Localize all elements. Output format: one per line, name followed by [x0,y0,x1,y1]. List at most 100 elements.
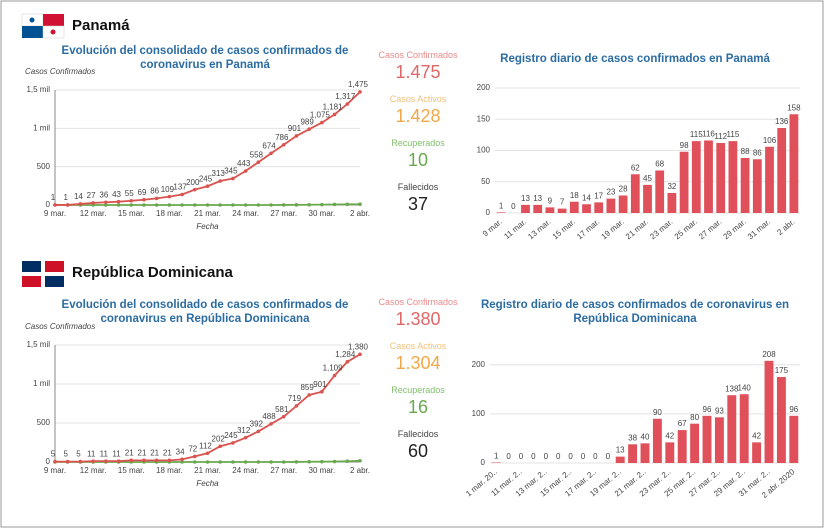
point [320,389,324,394]
data-label: 21 [163,448,172,457]
data-label: 11 [112,449,121,458]
data-label: 1,380 [348,342,369,351]
data-label: 0 [506,452,511,461]
point [167,203,172,207]
point [104,203,108,207]
data-label: 112 [199,441,212,450]
x-tick-label: 12 mar. [80,466,107,475]
stat-label: Recuperados [391,138,445,148]
y-tick-label: 0 [481,458,486,467]
y-tick-label: 1 mil [33,123,50,132]
data-label: 208 [762,350,776,359]
data-label: 345 [224,167,238,176]
data-label: 137 [173,183,187,192]
point [205,184,210,189]
data-label: 786 [275,133,289,142]
point [243,203,248,207]
bar [615,456,625,463]
data-label: 5 [63,450,68,459]
data-label: 674 [262,141,276,150]
data-label: 109 [161,185,175,194]
x-tick-label: 24 mar. [232,466,259,475]
data-label: 45 [643,174,652,183]
data-label: 9 [548,196,553,205]
stat-label: Fallecidos [397,429,439,439]
point [269,422,273,426]
point [256,429,261,434]
stat-value: 37 [407,194,429,214]
data-label: 245 [224,431,238,440]
data-label: 115 [727,130,740,139]
point [281,142,286,147]
x-tick-label: 25 mar. [673,217,699,241]
data-label: 21 [125,448,134,457]
point [142,458,146,463]
data-label: 140 [738,383,752,392]
data-label: 1,181 [323,103,344,112]
point [281,414,286,419]
data-label: 0 [511,202,516,211]
data-label: 88 [741,147,750,156]
data-label: 62 [631,163,640,172]
data-label: 36 [99,190,108,199]
x-axis-label: Fecha [196,479,219,488]
point [192,203,197,207]
point [269,203,273,207]
data-label: 1,075 [310,111,331,120]
x-tick-label: 2 abr. [350,209,370,218]
data-label: 138 [725,384,739,393]
data-label: 1,475 [348,80,369,89]
data-label: 72 [188,444,197,453]
bar [716,143,726,213]
point [281,203,286,207]
x-tick-label: 21 mar. [624,217,650,241]
point [65,203,70,207]
point [332,202,337,207]
y-tick-label: 200 [472,360,486,369]
point [256,203,261,207]
point [243,169,248,173]
y-tick-label: 500 [37,162,51,171]
data-label: 11 [87,449,96,458]
point [104,200,108,205]
point [205,451,210,456]
x-tick-label: 15 mar. [551,217,577,241]
data-label: 106 [763,136,777,145]
point [53,203,57,207]
x-tick-label: 30 mar. [309,209,336,218]
point [180,460,184,464]
stat-label: Fallecidos [397,182,439,192]
data-label: 80 [690,413,699,422]
flag-panama [21,13,65,39]
point [332,373,337,378]
data-label: 21 [138,448,147,457]
x-tick-label: 15 mar. [118,466,145,475]
bar [521,204,530,213]
data-label: 313 [212,169,226,178]
data-label: 67 [678,419,687,428]
point [205,460,210,464]
point [320,459,324,464]
data-label: 443 [237,159,251,168]
y-tick-label: 1,5 mil [26,340,50,349]
point [78,202,83,206]
data-label: 901 [288,124,302,133]
data-label: 40 [641,432,650,441]
bar [740,158,750,213]
bar [789,114,799,213]
point [358,352,362,357]
x-tick-label: 2 abr. [350,466,370,475]
point [192,187,197,192]
stat-label: Recuperados [391,385,445,395]
stat-label: Casos Confirmados [378,297,458,307]
point [116,459,121,463]
data-label: 34 [176,447,185,456]
point [180,192,184,197]
point [320,120,324,125]
point [231,203,235,207]
y-tick-label: 100 [477,146,491,155]
data-label: 175 [775,366,789,375]
bar [714,417,724,463]
data-label: 136 [775,117,789,126]
bar [690,423,700,463]
